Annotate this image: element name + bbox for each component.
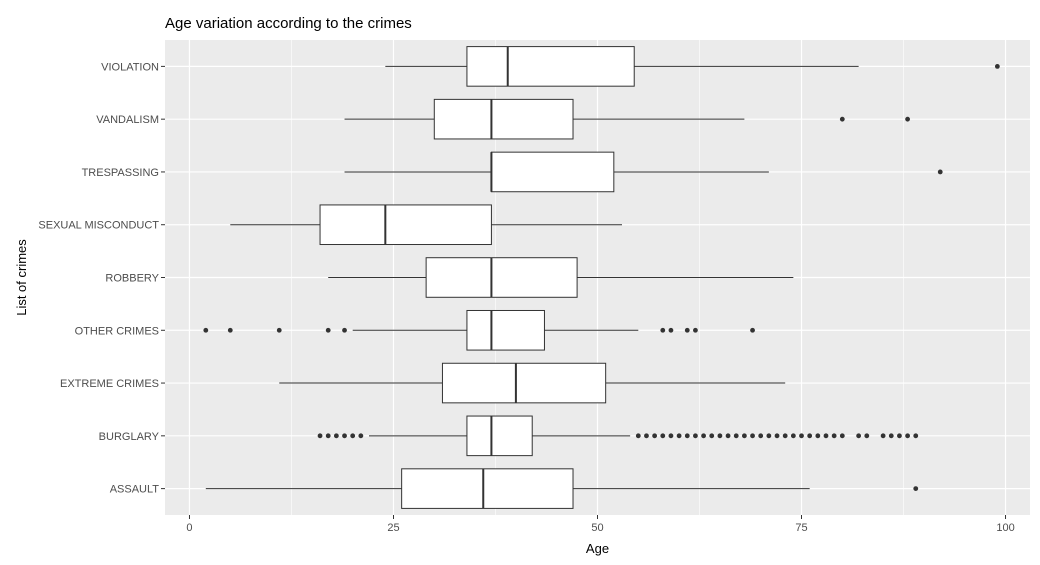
outlier-point: [766, 433, 772, 439]
box-extreme-crimes: [279, 362, 786, 404]
outlier-point: [227, 327, 233, 333]
outlier-point: [668, 327, 674, 333]
box-robbery: [328, 257, 794, 298]
outlier-point: [652, 433, 658, 439]
iqr-box: [466, 309, 545, 351]
outlier-point: [905, 433, 910, 439]
iqr-box: [490, 151, 615, 193]
x-tick-label: 75: [795, 522, 807, 534]
x-tick-label: 50: [591, 522, 603, 534]
outlier-point: [799, 433, 804, 439]
outlier-point: [815, 433, 821, 439]
outlier-point: [750, 433, 755, 439]
box-trespassing: [344, 151, 943, 193]
outlier-point: [913, 433, 919, 439]
x-tick-label: 0: [186, 522, 192, 534]
outlier-point: [782, 433, 788, 439]
box-group: [203, 46, 1000, 509]
x-axis-ticks: 0 25 50 75 100: [186, 515, 1015, 534]
outlier-point: [684, 327, 690, 333]
outlier-point: [758, 433, 764, 439]
iqr-box: [401, 468, 574, 509]
outlier-point: [660, 327, 666, 333]
y-tick-label: OTHER CRIMES: [75, 325, 159, 337]
box-sexual-misconduct: [230, 204, 622, 246]
box-other-crimes: [203, 309, 755, 351]
x-axis-title: Age: [586, 541, 609, 556]
outlier-point: [325, 327, 331, 333]
y-tick-label: SEXUAL MISCONDUCT: [38, 220, 159, 232]
outlier-point: [994, 63, 1000, 69]
outlier-point: [790, 433, 796, 439]
outlier-point: [937, 169, 943, 175]
outlier-point: [905, 116, 910, 122]
outlier-point: [701, 433, 706, 439]
outlier-point: [644, 433, 649, 439]
outlier-point: [203, 327, 209, 333]
y-tick-label: TRESPASSING: [82, 167, 159, 179]
outlier-point: [342, 327, 347, 333]
y-tick-label: EXTREME CRIMES: [60, 378, 159, 390]
outlier-point: [717, 433, 723, 439]
outlier-point: [342, 433, 347, 439]
outlier-point: [880, 433, 886, 439]
outlier-point: [733, 433, 739, 439]
outlier-point: [635, 433, 641, 439]
iqr-box: [425, 257, 578, 298]
y-tick-label: ASSAULT: [110, 484, 160, 496]
y-tick-label: VIOLATION: [101, 61, 159, 73]
outlier-point: [864, 433, 870, 439]
iqr-box: [466, 415, 533, 457]
outlier-point: [317, 433, 323, 439]
y-tick-label: ROBBERY: [105, 273, 159, 285]
outlier-point: [888, 433, 894, 439]
box-assault: [205, 468, 919, 509]
outlier-point: [358, 433, 364, 439]
outlier-point: [276, 327, 282, 333]
iqr-box: [319, 204, 492, 246]
outlier-point: [831, 433, 837, 439]
box-violation: [385, 46, 1000, 87]
outlier-point: [676, 433, 682, 439]
y-tick-label: BURGLARY: [99, 431, 160, 443]
outlier-point: [823, 433, 829, 439]
outlier-point: [750, 327, 755, 333]
outlier-point: [913, 486, 919, 492]
outlier-point: [693, 433, 698, 439]
outlier-point: [333, 433, 339, 439]
outlier-point: [350, 433, 356, 439]
x-tick-label: 25: [387, 522, 399, 534]
outlier-point: [897, 433, 902, 439]
outlier-point: [684, 433, 690, 439]
outlier-point: [693, 327, 698, 333]
outlier-point: [725, 433, 731, 439]
outlier-point: [807, 433, 813, 439]
chart-title: Age variation according to the crimes: [165, 15, 412, 32]
box-burglary: [317, 415, 919, 457]
outlier-point: [741, 433, 747, 439]
outlier-point: [325, 433, 331, 439]
outlier-point: [660, 433, 666, 439]
outlier-point: [709, 433, 715, 439]
iqr-box: [433, 98, 574, 140]
y-tick-label: VANDALISM: [96, 114, 159, 126]
outlier-point: [839, 433, 845, 439]
outlier-point: [668, 433, 674, 439]
x-tick-label: 100: [996, 522, 1014, 534]
outlier-point: [839, 116, 845, 122]
y-axis-ticks: ASSAULT BURGLARY EXTREME CRIMES OTHER CRIME…: [38, 61, 165, 496]
y-axis-title: List of crimes: [14, 239, 29, 316]
iqr-box: [466, 46, 635, 87]
box-vandalism: [344, 98, 910, 140]
outlier-point: [856, 433, 862, 439]
iqr-box: [441, 362, 607, 404]
outlier-point: [774, 433, 780, 439]
